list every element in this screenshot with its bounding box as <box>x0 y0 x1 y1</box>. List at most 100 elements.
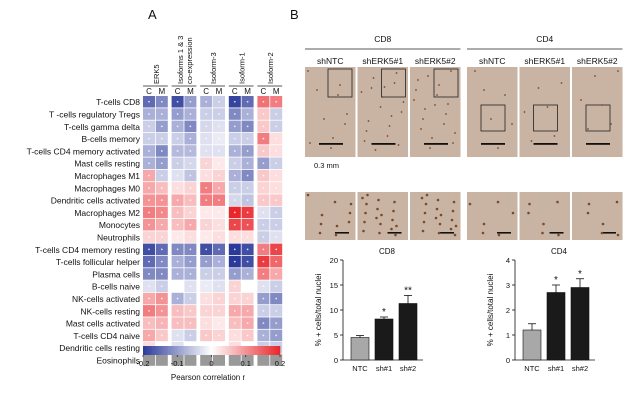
micrograph-stain-dot <box>560 82 563 84</box>
heatmap-row-label: T-cells CD4 memory activated <box>27 146 141 156</box>
heatmap-cell-marker <box>218 199 220 202</box>
heatmap-cell-marker <box>275 174 278 177</box>
heatmap-cell-marker <box>262 334 265 337</box>
colorbar-segment <box>181 346 185 355</box>
heatmap-cell-marker <box>233 100 236 103</box>
heatmap-cell-marker <box>205 211 208 214</box>
panel-b: B CD8 shNTC shERK5#1 shERK5#2 CD4 shNTC shERK5… <box>290 7 623 373</box>
heatmap-cell-marker <box>275 273 278 275</box>
heatmap-cell-marker <box>246 309 249 312</box>
heatmap-row-label: T-cells CD4 naive <box>73 331 140 341</box>
micrograph-stain-dot <box>443 123 445 125</box>
micrograph-inset-box <box>533 104 558 132</box>
micrograph-stain-dot <box>594 75 596 77</box>
micrograph-zoom-stain-dot <box>452 200 456 204</box>
heatmap-cell-marker <box>160 137 163 140</box>
heatmap-cell-marker <box>218 273 220 275</box>
colorbar-segment <box>218 346 221 355</box>
micrograph-scale-bar <box>481 143 505 145</box>
colorbar-label: Pearson correlation r <box>171 373 246 382</box>
heatmap-cell <box>270 354 283 366</box>
heatmap-cell-marker <box>176 150 179 152</box>
heatmap-cell-marker <box>205 322 208 325</box>
bar-significance-label: * <box>382 307 386 318</box>
heatmap-cell-marker <box>160 223 163 226</box>
heatmap-row-label: T-cells CD4 memory resting <box>35 245 140 255</box>
micrograph-stain-dot <box>420 128 422 130</box>
micrograph-group-title: CD4 <box>536 34 553 44</box>
heatmap-row-labels: T-cells CD8 T -cells regulatory Tregs T-ce… <box>27 97 141 365</box>
bar-chart-y-tick-label: 20 <box>330 256 338 265</box>
heatmap-cell-marker <box>148 199 150 202</box>
bar-chart-y-label: % + cells/total nuclei <box>486 273 495 346</box>
micrograph-stain-dot <box>429 147 431 149</box>
heatmap-cell-marker <box>148 137 150 140</box>
bar-chart-y-label: % + cells/total nuclei <box>314 273 323 346</box>
heatmap-cell <box>228 354 241 366</box>
heatmap-cell-marker <box>176 223 179 226</box>
heatmap-cell-marker <box>262 297 265 300</box>
heatmap-cell-marker <box>233 322 236 325</box>
heatmap-cell-marker <box>160 236 163 238</box>
heatmap-cell-marker <box>275 100 278 103</box>
micrograph-stain-dot <box>363 140 366 142</box>
micrograph-stain-dot <box>445 113 447 115</box>
heatmap-cell-marker <box>246 199 249 202</box>
bar-chart-y-tick-label: 1 <box>506 331 510 340</box>
micrograph-stain-dot <box>397 144 400 146</box>
heatmap-cell-marker <box>160 260 163 263</box>
heatmap-cell-marker <box>275 309 278 312</box>
bar-significance-label: ** <box>404 286 412 297</box>
micrograph-stain-dot <box>381 96 384 98</box>
micrograph-tile <box>519 67 570 157</box>
micrograph-stain-dot <box>307 70 309 72</box>
heatmap-cell-marker <box>160 199 163 202</box>
bar-category-label: sh#1 <box>548 364 564 373</box>
micrograph-condition-label: shERK5#1 <box>362 56 403 66</box>
panel-a-heatmap: A ERK5 Isoforms 1 & 3 co-expression Isoform… <box>27 7 286 382</box>
heatmap-row-label: T-cells CD8 <box>96 97 140 107</box>
micrograph-zoom-stain-dot <box>451 209 455 213</box>
micrograph-stain-dot <box>610 123 612 125</box>
micrograph-stain-dot <box>454 132 456 134</box>
heatmap-cell-marker <box>262 199 265 202</box>
heatmap-cell-marker <box>262 174 265 177</box>
micrograph-stain-dot <box>490 118 492 120</box>
micrograph-zoom-stain-dot <box>377 198 380 202</box>
heatmap-row-label: B-cells naive <box>92 282 140 292</box>
heatmap-cell-marker <box>189 260 192 263</box>
micrograph-stain-dot <box>323 118 325 120</box>
heatmap-cell-marker <box>160 285 163 288</box>
heatmap-cell-marker <box>205 297 208 300</box>
heatmap-cell-marker <box>246 273 249 275</box>
heatmap-cell-marker <box>176 174 179 177</box>
micrograph-stain-dot <box>431 137 433 139</box>
heatmap-cell-marker <box>189 137 192 140</box>
panel-a-letter: A <box>148 7 157 22</box>
heatmap-cell <box>143 354 155 366</box>
heatmap-row-label: Dendritic cells resting <box>59 343 140 353</box>
heatmap-cell-marker <box>160 309 163 312</box>
heatmap-cell-marker <box>218 137 220 140</box>
heatmap-cell-marker <box>233 248 236 251</box>
colorbar-tick-label: 0.1 <box>241 359 251 368</box>
micrograph-zoom-stain-dot <box>601 222 605 226</box>
colorbar-segment <box>234 346 237 355</box>
micrograph-zoom-stain-dot <box>376 207 379 211</box>
heatmap-cell-marker <box>218 113 220 115</box>
micrograph-zoom-stain-dot <box>380 213 383 217</box>
colorbar-segment <box>209 346 212 355</box>
colorbar-segment <box>232 346 235 355</box>
heatmap-cell-marker <box>233 125 236 128</box>
heatmap-cell-marker <box>218 285 220 288</box>
heatmap-cell-marker <box>262 186 265 189</box>
scale-bar-label: 0.3 mm <box>314 161 339 170</box>
heatmap-cell-marker <box>148 174 150 177</box>
heatmap-cell-marker <box>176 260 179 263</box>
colorbar-segment <box>170 346 173 355</box>
micrograph-stain-dot <box>447 103 449 105</box>
micrograph-inset-box <box>327 68 353 98</box>
micrograph-zoom-stain-dot <box>468 202 472 206</box>
